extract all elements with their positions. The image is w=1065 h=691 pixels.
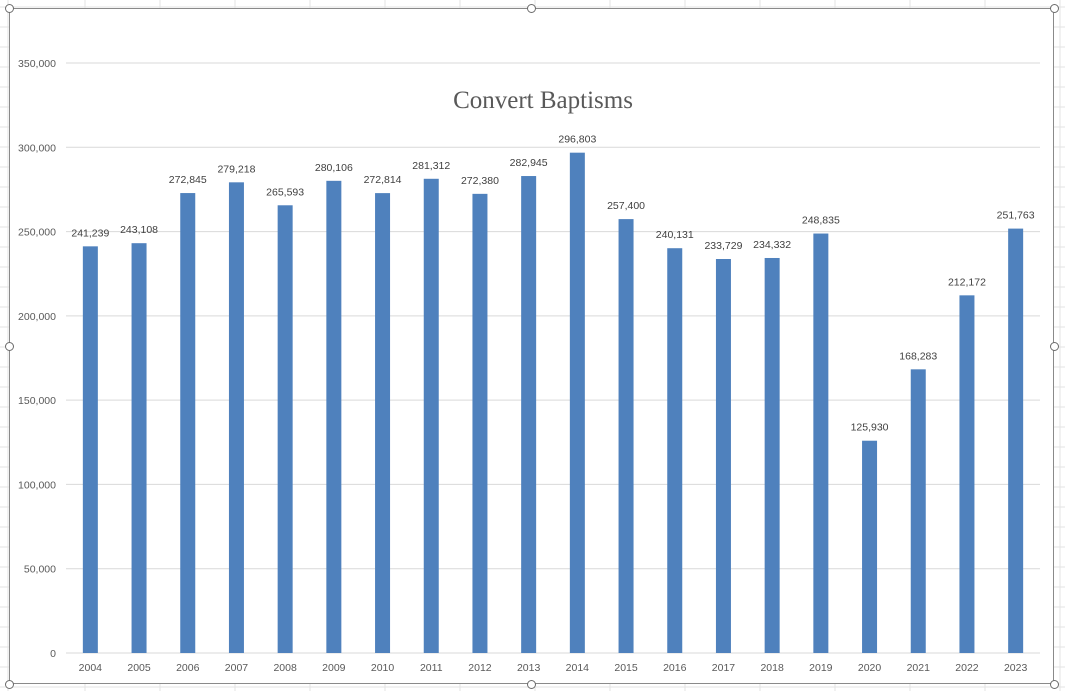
resize-handle-top-center[interactable] — [527, 4, 536, 13]
data-label: 234,332 — [753, 239, 791, 251]
y-tick-label: 50,000 — [24, 564, 56, 576]
data-label: 272,380 — [461, 175, 499, 187]
x-tick-label: 2014 — [566, 662, 590, 674]
bar-2016[interactable] — [667, 248, 683, 653]
bar-2015[interactable] — [618, 219, 634, 653]
x-tick-label: 2011 — [420, 662, 443, 674]
x-tick-label: 2018 — [760, 662, 784, 674]
data-label: 272,845 — [169, 174, 207, 186]
bar-2011[interactable] — [423, 178, 439, 654]
x-tick-label: 2006 — [176, 662, 200, 674]
y-tick-label: 0 — [50, 648, 56, 660]
y-tick-label: 200,000 — [18, 311, 56, 323]
bar-2005[interactable] — [131, 243, 147, 653]
x-tick-label: 2019 — [809, 662, 833, 674]
x-tick-label: 2008 — [273, 662, 297, 674]
x-tick-label: 2020 — [858, 662, 882, 674]
data-label: 282,945 — [510, 157, 548, 169]
data-label: 241,239 — [71, 227, 109, 239]
data-label: 296,803 — [558, 134, 596, 146]
data-label: 265,593 — [266, 186, 304, 198]
y-tick-label: 250,000 — [18, 227, 56, 239]
data-label: 233,729 — [704, 240, 742, 252]
x-tick-label: 2009 — [322, 662, 346, 674]
bar-2012[interactable] — [472, 193, 488, 653]
x-tick-label: 2013 — [517, 662, 541, 674]
x-tick-label: 2007 — [225, 662, 249, 674]
resize-handle-middle-right[interactable] — [1050, 342, 1059, 351]
bar-2010[interactable] — [375, 193, 391, 654]
x-tick-label: 2012 — [468, 662, 492, 674]
x-tick-label: 2015 — [614, 662, 638, 674]
gridlines — [66, 62, 1040, 570]
bar-2019[interactable] — [813, 233, 829, 653]
resize-handle-bottom-left[interactable] — [5, 680, 14, 689]
bar-2020[interactable] — [862, 440, 878, 653]
bar-2017[interactable] — [715, 258, 731, 653]
data-label: 248,835 — [802, 215, 840, 227]
x-tick-label: 2021 — [907, 662, 931, 674]
bar-2006[interactable] — [180, 193, 196, 653]
resize-handle-middle-left[interactable] — [5, 342, 14, 351]
data-label: 280,106 — [315, 162, 353, 174]
bar-2009[interactable] — [326, 180, 342, 653]
data-label: 279,218 — [217, 163, 255, 175]
bar-2013[interactable] — [521, 176, 537, 653]
resize-handle-bottom-center[interactable] — [527, 680, 536, 689]
y-tick-label: 100,000 — [18, 479, 56, 491]
bar-2018[interactable] — [764, 257, 780, 653]
bar-2007[interactable] — [228, 182, 244, 653]
x-tick-label: 2022 — [955, 662, 979, 674]
data-label: 240,131 — [656, 229, 694, 241]
data-labels: 241,239 243,108 272,845 279,218 265,593 280,1… — [71, 134, 1034, 434]
bar-2004[interactable] — [82, 246, 98, 653]
x-tick-label: 2016 — [663, 662, 687, 674]
bar-2023[interactable] — [1008, 228, 1024, 653]
data-label: 125,930 — [851, 422, 889, 434]
data-label: 272,814 — [364, 174, 402, 186]
data-label: 212,172 — [948, 276, 986, 288]
resize-handle-bottom-right[interactable] — [1050, 680, 1059, 689]
resize-handle-top-right[interactable] — [1050, 4, 1059, 13]
bar-2022[interactable] — [959, 295, 975, 653]
bars — [82, 152, 1024, 654]
x-tick-label: 2023 — [1004, 662, 1028, 674]
data-label: 281,312 — [412, 160, 450, 172]
bar-2014[interactable] — [569, 152, 585, 654]
x-tick-label: 2010 — [371, 662, 395, 674]
chart-title[interactable]: Convert Baptisms — [453, 87, 633, 114]
y-tick-label: 300,000 — [18, 142, 56, 154]
resize-handle-top-left[interactable] — [5, 4, 14, 13]
axes: 0 50,000 100,000 150,000 200,000 250,000 300,0… — [18, 58, 1040, 674]
data-label: 168,283 — [899, 350, 937, 362]
x-tick-label: 2005 — [127, 662, 151, 674]
data-label: 251,763 — [997, 210, 1035, 222]
data-label: 243,108 — [120, 224, 158, 236]
y-tick-label: 350,000 — [18, 58, 56, 70]
y-tick-label: 150,000 — [18, 395, 56, 407]
bar-2008[interactable] — [277, 205, 293, 654]
x-tick-label: 2004 — [79, 662, 103, 674]
x-tick-label: 2017 — [712, 662, 736, 674]
data-label: 257,400 — [607, 200, 645, 212]
bar-2021[interactable] — [910, 369, 926, 653]
